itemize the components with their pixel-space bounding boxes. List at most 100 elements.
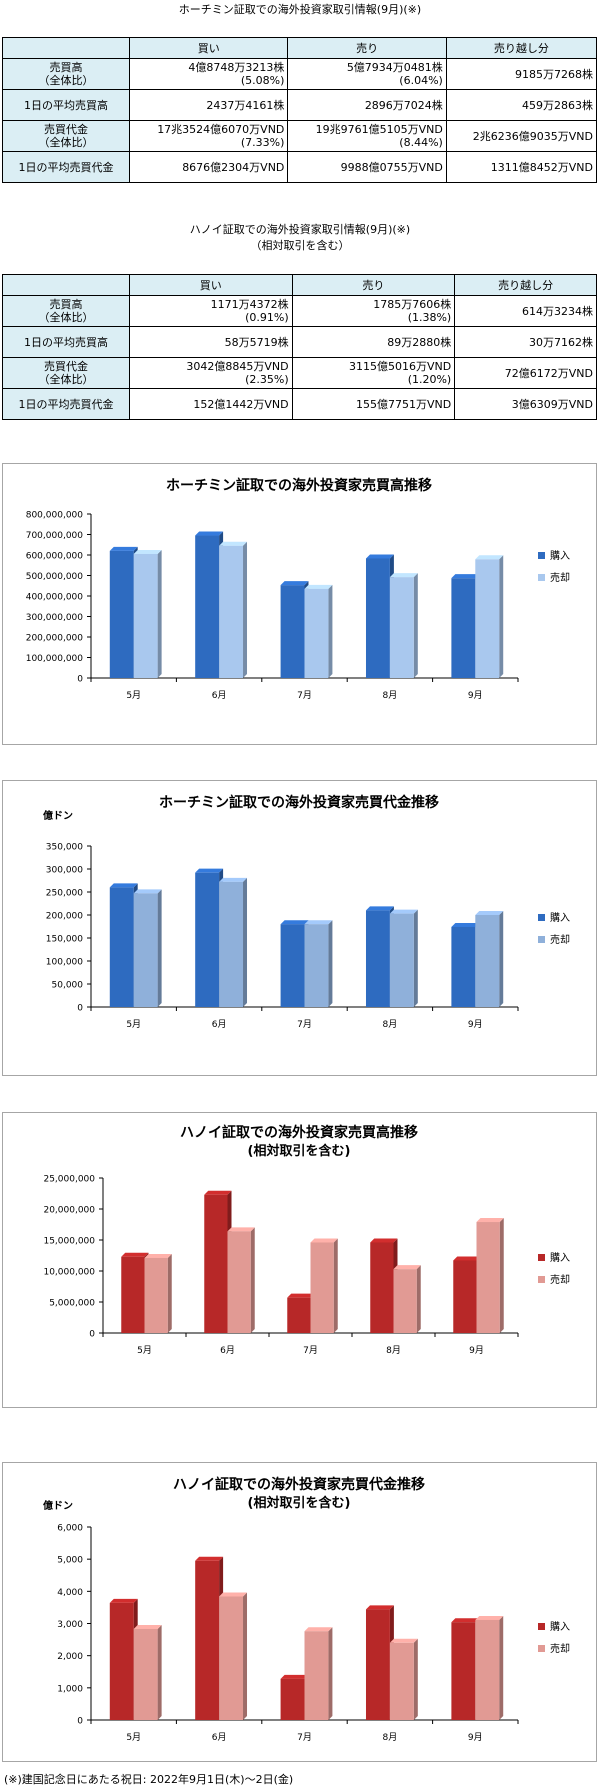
bar-top — [304, 920, 333, 925]
x-tick-label: 8月 — [383, 1732, 398, 1743]
bar-front — [476, 1222, 500, 1333]
legend-swatch — [538, 1254, 545, 1261]
x-tick-label: 7月 — [297, 690, 312, 701]
bar-front — [109, 550, 134, 678]
bar-front — [280, 924, 305, 1007]
bar-購入 — [195, 1556, 224, 1720]
bar-top — [453, 1256, 481, 1261]
row-label: 1日の平均売買高 — [2, 89, 130, 121]
bar-購入 — [451, 1618, 480, 1720]
y-tick-label: 20,000,000 — [43, 1206, 95, 1216]
bar-front — [475, 1619, 500, 1720]
bar-売却 — [133, 1624, 162, 1720]
y-tick-label: 6,000 — [57, 1524, 83, 1534]
bar-side — [499, 911, 504, 1007]
x-tick-label: 6月 — [212, 690, 227, 701]
header-net: 売り越し分 — [454, 274, 597, 296]
bar-front — [475, 915, 500, 1007]
net-cell: 2兆6236億9035万VND — [445, 120, 598, 152]
bar-購入 — [370, 1238, 398, 1333]
bar-購入 — [280, 920, 309, 1007]
bar-top — [109, 883, 138, 888]
bar-front — [451, 578, 476, 678]
y-tick-label: 25,000,000 — [43, 1175, 95, 1185]
bar-top — [304, 584, 333, 589]
sell-cell: 2896万7024株 — [287, 89, 447, 121]
hcm-trading-table: 買い 売り 売り越し分 売買高 （全体比） 4億8748万3213株 (5.08%)… — [2, 37, 598, 183]
bar-売却 — [393, 1265, 421, 1333]
header-buy: 買い — [129, 274, 293, 296]
buy-cell: 8676億2304万VND — [128, 151, 289, 183]
bar-side — [499, 1615, 504, 1720]
bar-売却 — [475, 911, 504, 1007]
legend-swatch — [538, 574, 545, 581]
bar-購入 — [280, 581, 309, 678]
y-tick-label: 1,000 — [57, 1684, 83, 1694]
legend-swatch — [538, 936, 545, 943]
x-tick-label: 6月 — [212, 1732, 227, 1743]
bar-side — [243, 541, 248, 678]
x-tick-label: 7月 — [303, 1345, 318, 1356]
bar-top — [365, 1605, 394, 1610]
bar-売却 — [389, 1638, 418, 1720]
x-tick-label: 8月 — [386, 1345, 401, 1356]
y-tick-label: 100,000 — [46, 958, 83, 968]
bar-front — [304, 1631, 329, 1720]
x-tick-label: 8月 — [383, 690, 398, 701]
bar-front — [304, 588, 329, 678]
bar-top — [280, 920, 309, 925]
chart-hn-value: ハノイ証取での海外投資家売買代金推移 (相対取引を含む) 億ドン 0 1,000 2,00… — [2, 1462, 597, 1762]
bar-side — [413, 1638, 418, 1720]
bar-top — [195, 868, 224, 873]
bar-top — [304, 1627, 333, 1632]
bar-front — [121, 1256, 145, 1333]
table-row: 売買代金 （全体比） 3042億8845万VND (2.35%) 3115億5016… — [2, 357, 597, 389]
bar-front — [280, 1678, 305, 1720]
chart-title: ハノイ証取での海外投資家売買代金推移 — [173, 1476, 425, 1493]
bar-売却 — [310, 1238, 338, 1333]
bar-top — [109, 546, 138, 551]
y-tick-label: 100,000,000 — [26, 654, 84, 664]
y-tick-label: 10,000,000 — [43, 1268, 95, 1278]
bar-front — [365, 558, 390, 678]
bar-top — [476, 1218, 504, 1223]
footnote: (※)建国記念日にあたる祝日: 2022年9月1日(木)～2日(金) — [4, 1773, 294, 1786]
bar-売却 — [133, 549, 162, 678]
bar-front — [365, 910, 390, 1007]
sell-cell: 3115億5016万VND (1.20%) — [291, 357, 456, 389]
net-cell: 3億6309万VND — [454, 388, 597, 420]
bar-top — [219, 1592, 248, 1597]
bar-top — [195, 1556, 224, 1561]
sell-cell: 9988億0755万VND — [287, 151, 447, 183]
net-cell: 72億6172万VND — [454, 357, 597, 389]
y-tick-label: 5,000 — [57, 1556, 83, 1566]
hn-table-subtitle: （相対取引を含む） — [250, 239, 350, 252]
bar-front — [144, 1257, 168, 1333]
bar-front — [219, 545, 244, 678]
bar-front — [287, 1297, 311, 1333]
y-tick-label: 0 — [77, 1717, 83, 1727]
bar-front — [393, 1269, 417, 1333]
header-blank — [2, 37, 130, 59]
bar-購入 — [204, 1190, 232, 1333]
bar-front — [204, 1194, 228, 1333]
y-tick-label: 200,000 — [46, 912, 83, 922]
legend-swatch — [538, 1645, 545, 1652]
bar-購入 — [365, 554, 394, 678]
bar-front — [310, 1242, 334, 1333]
bar-購入 — [121, 1252, 149, 1333]
x-tick-label: 9月 — [469, 1345, 484, 1356]
y-tick-label: 0 — [89, 1330, 95, 1340]
hcm-table-title: ホーチミン証取での海外投資家取引情報(9月)(※) — [178, 3, 422, 16]
bar-購入 — [280, 1674, 309, 1720]
row-label: 1日の平均売買代金 — [2, 388, 130, 420]
bar-front — [451, 1622, 476, 1720]
table-row: 1日の平均売買代金 8676億2304万VND 9988億0755万VND 13… — [2, 151, 598, 183]
bar-top — [451, 922, 480, 927]
legend-swatch — [538, 1276, 545, 1283]
bar-売却 — [219, 877, 248, 1007]
bar-購入 — [451, 574, 480, 678]
legend-label: 売却 — [550, 571, 570, 584]
legend-label: 売却 — [550, 1642, 570, 1655]
buy-cell: 58万5719株 — [129, 326, 293, 358]
